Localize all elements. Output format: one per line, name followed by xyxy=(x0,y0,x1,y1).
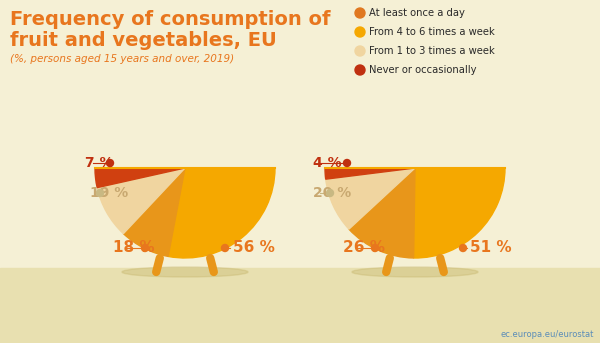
Ellipse shape xyxy=(352,267,478,277)
Bar xyxy=(0,268,600,343)
Wedge shape xyxy=(413,168,505,258)
Text: 7 %: 7 % xyxy=(85,156,113,170)
Wedge shape xyxy=(95,168,185,188)
Text: From 4 to 6 times a week: From 4 to 6 times a week xyxy=(369,27,495,37)
Circle shape xyxy=(355,8,365,18)
Circle shape xyxy=(221,245,229,251)
Circle shape xyxy=(355,65,365,75)
Wedge shape xyxy=(326,168,415,229)
Text: 26 %: 26 % xyxy=(343,240,385,256)
Text: Frequency of consumption of: Frequency of consumption of xyxy=(10,10,331,29)
Text: From 1 to 3 times a week: From 1 to 3 times a week xyxy=(369,46,495,56)
Wedge shape xyxy=(97,168,185,234)
Text: 56 %: 56 % xyxy=(233,240,275,256)
Text: 19 %: 19 % xyxy=(90,186,128,200)
Circle shape xyxy=(355,27,365,37)
Wedge shape xyxy=(168,168,275,258)
Wedge shape xyxy=(124,168,185,257)
Text: (%, persons aged 15 years and over, 2019): (%, persons aged 15 years and over, 2019… xyxy=(10,54,234,64)
Text: ec.europa.eu/eurostat: ec.europa.eu/eurostat xyxy=(500,330,594,339)
Circle shape xyxy=(343,159,350,166)
Text: 18 %: 18 % xyxy=(113,240,155,256)
Text: Never or occasionally: Never or occasionally xyxy=(369,65,476,75)
Wedge shape xyxy=(325,168,415,179)
Circle shape xyxy=(142,245,149,251)
Circle shape xyxy=(107,159,113,166)
Wedge shape xyxy=(349,168,415,258)
Circle shape xyxy=(371,245,379,251)
Circle shape xyxy=(460,245,467,251)
Text: 4 %: 4 % xyxy=(313,156,341,170)
Circle shape xyxy=(355,46,365,56)
Circle shape xyxy=(326,189,334,197)
Text: 51 %: 51 % xyxy=(470,240,512,256)
Text: 20 %: 20 % xyxy=(313,186,351,200)
Ellipse shape xyxy=(122,267,248,277)
Text: At least once a day: At least once a day xyxy=(369,8,465,18)
Circle shape xyxy=(97,189,104,197)
Text: fruit and vegetables, EU: fruit and vegetables, EU xyxy=(10,31,277,50)
